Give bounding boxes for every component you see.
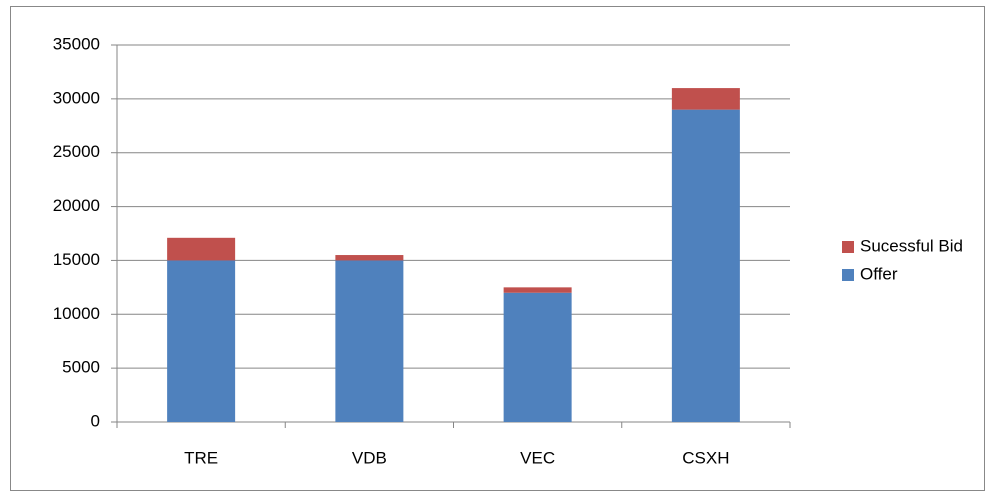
- x-tick-label: VDB: [352, 448, 387, 467]
- x-tick-label: TRE: [184, 448, 218, 467]
- bar-segment: [335, 260, 404, 422]
- bar-segment: [671, 88, 740, 110]
- y-tick-label: 30000: [53, 88, 100, 107]
- legend-swatch: [842, 241, 854, 253]
- legend-swatch: [842, 269, 854, 281]
- y-tick-label: 10000: [53, 304, 100, 323]
- bar-segment: [503, 292, 572, 422]
- y-tick-label: 25000: [53, 142, 100, 161]
- bar-segment: [167, 260, 236, 422]
- bar-segment: [167, 237, 236, 261]
- bar-segment: [671, 109, 740, 422]
- legend-label: Sucessful Bid: [860, 236, 963, 255]
- x-tick-label: VEC: [520, 448, 555, 467]
- y-tick-label: 0: [91, 411, 100, 430]
- legend-label: Offer: [860, 264, 898, 283]
- chart-frame: [10, 6, 985, 491]
- y-tick-label: 35000: [53, 34, 100, 53]
- y-tick-label: 20000: [53, 196, 100, 215]
- y-tick-label: 5000: [62, 358, 100, 377]
- bar-segment: [503, 287, 572, 293]
- x-tick-label: CSXH: [682, 448, 729, 467]
- bar-segment: [335, 255, 404, 261]
- y-tick-label: 15000: [53, 250, 100, 269]
